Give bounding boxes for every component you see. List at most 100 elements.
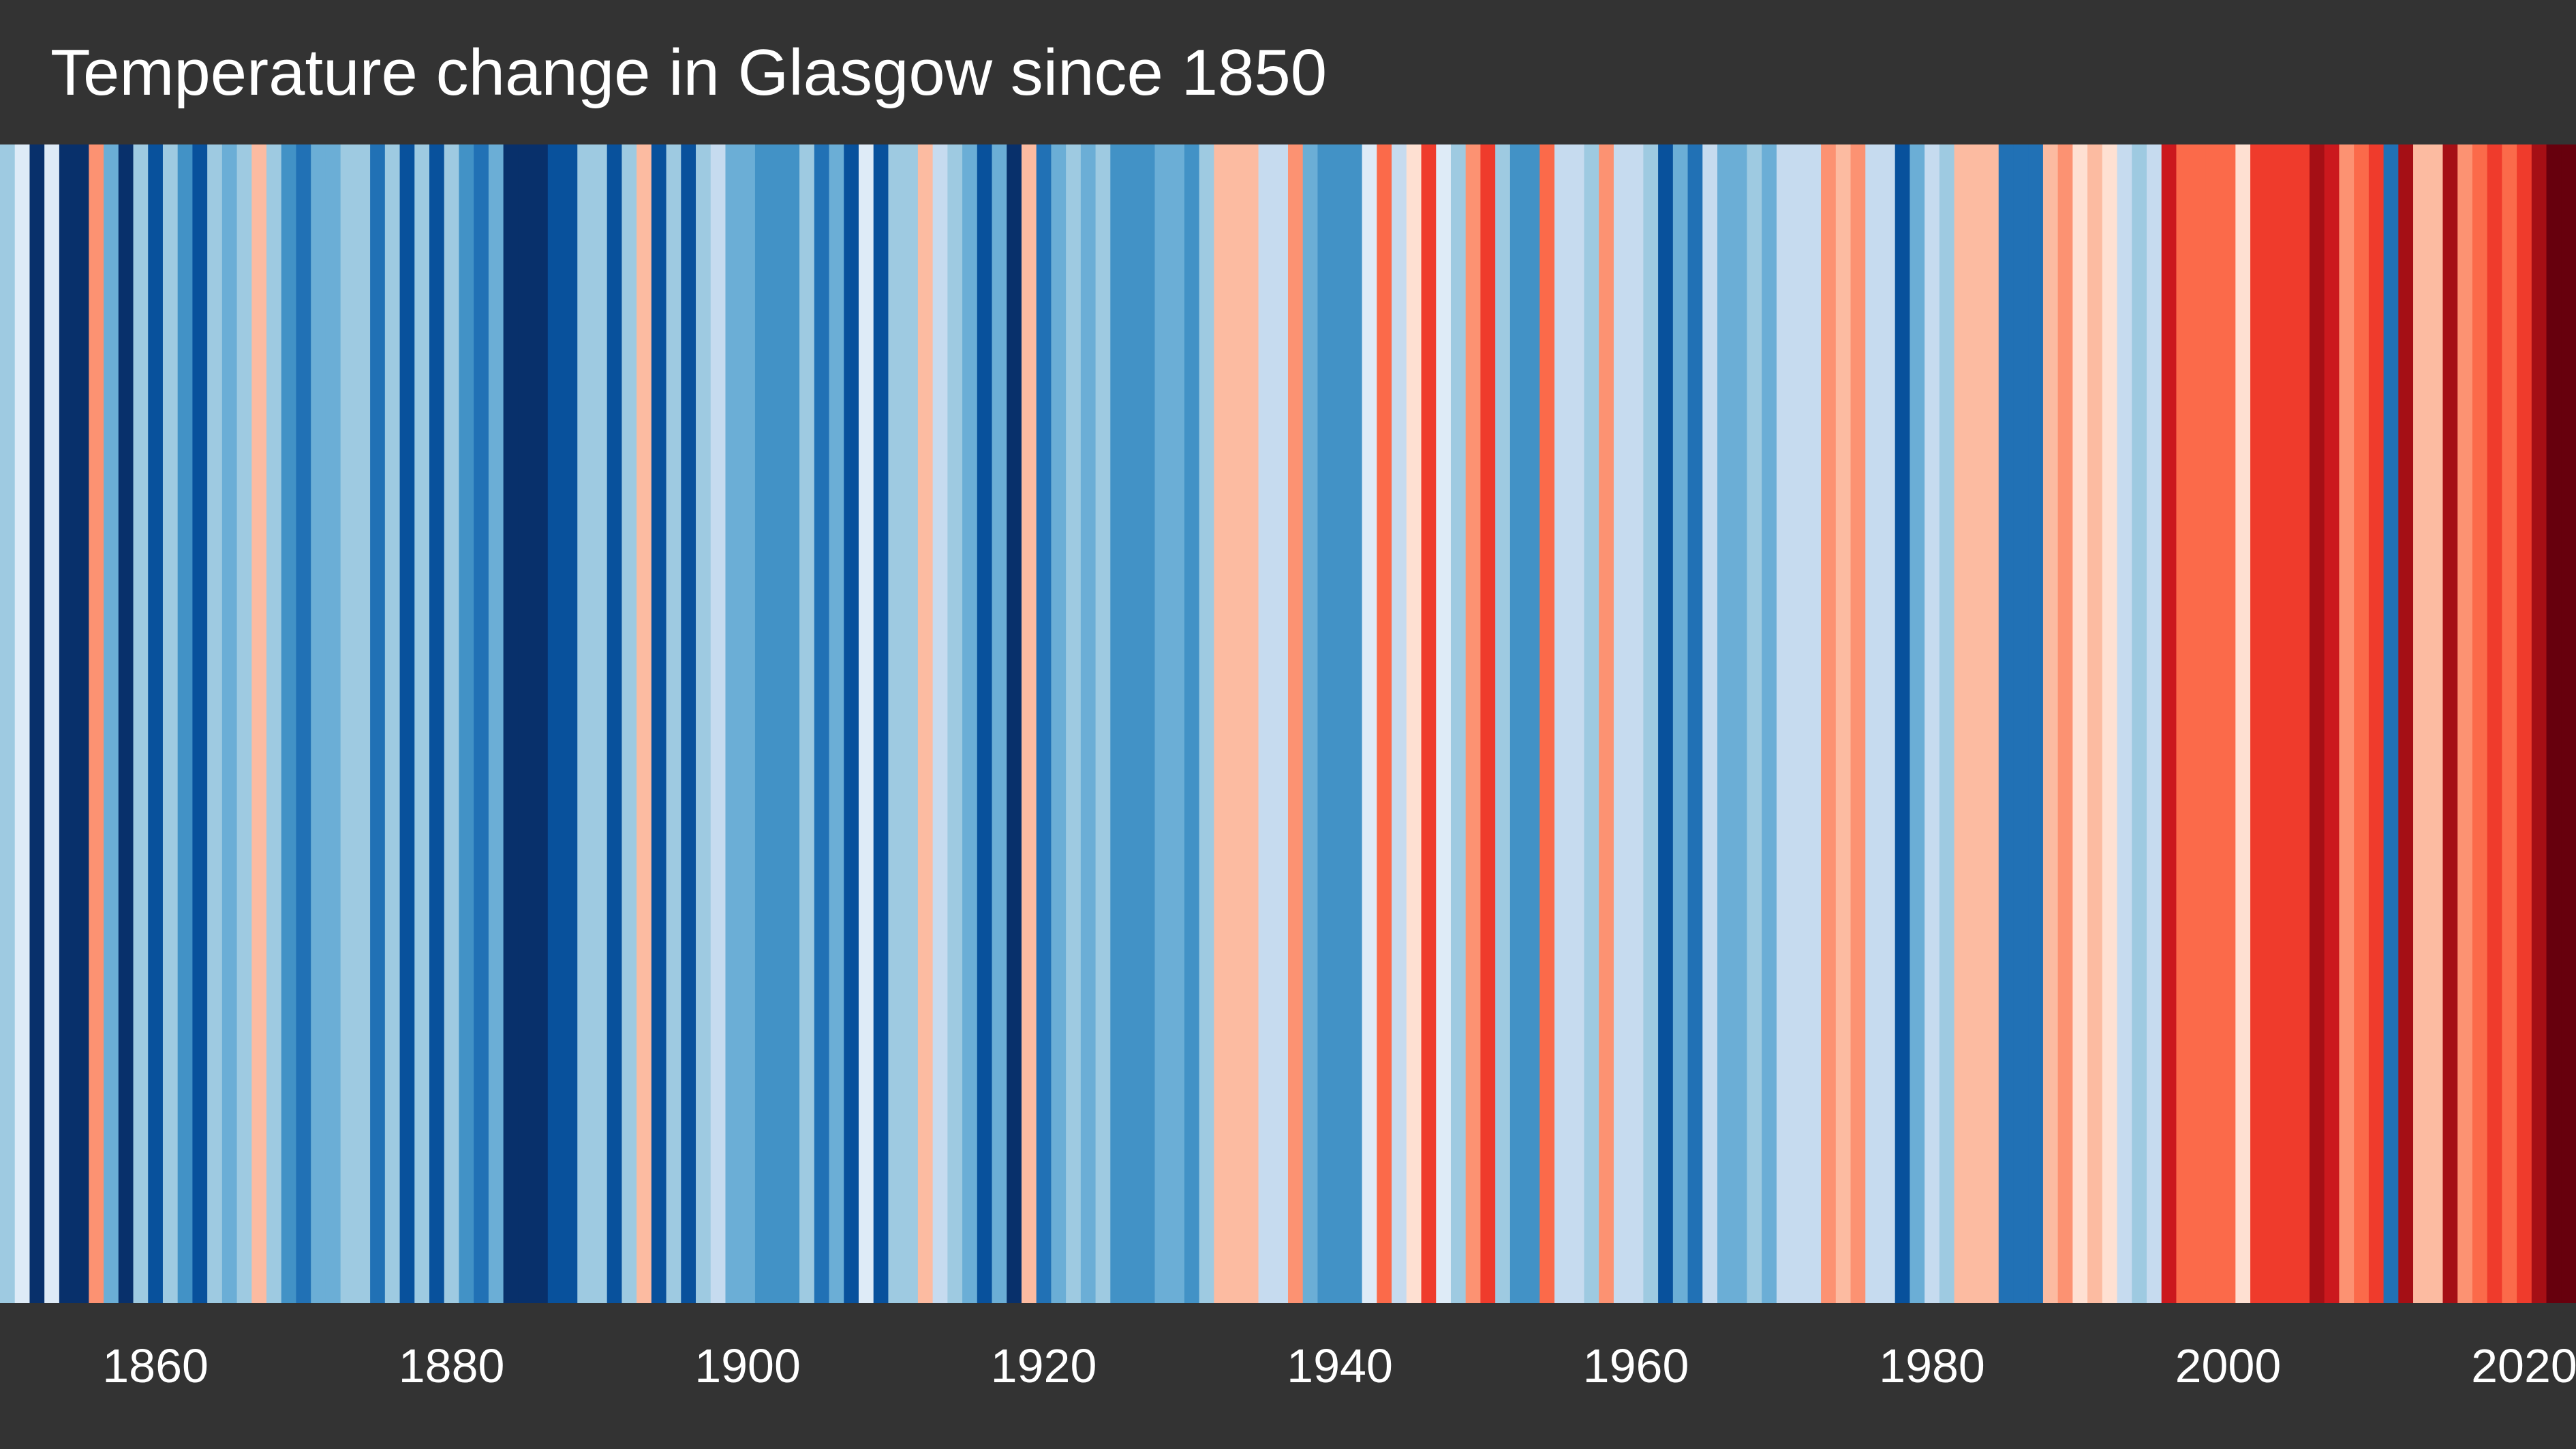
title-bar: Temperature change in Glasgow since 1850 [0,0,2576,144]
stripe-1969 [1762,144,1777,1303]
stripe-1889 [577,144,593,1303]
stripe-2014 [2427,144,2444,1303]
stripe-1923 [1080,144,1097,1303]
stripe-1868 [266,144,282,1303]
stripe-1900 [740,144,756,1303]
stripe-1935 [1258,144,1274,1303]
stripe-1877 [399,144,415,1303]
stripe-1857 [104,144,119,1303]
stripe-1875 [370,144,386,1303]
x-tick-label-1880: 1880 [398,1339,505,1392]
stripe-1902 [769,144,785,1303]
stripe-2001 [2235,144,2251,1303]
stripe-1987 [2028,144,2044,1303]
stripe-1910 [888,144,904,1303]
stripe-1937 [1288,144,1304,1303]
stripe-1990 [2072,144,2088,1303]
stripe-1852 [29,144,45,1303]
stripe-2003 [2265,144,2281,1303]
stripe-2010 [2368,144,2385,1303]
stripe-1883 [488,144,504,1303]
stripe-2013 [2413,144,2429,1303]
stripe-1948 [1450,144,1467,1303]
stripe-1943 [1377,144,1392,1303]
stripe-1963 [1672,144,1689,1303]
stripe-2007 [2324,144,2340,1303]
stripe-1911 [903,144,919,1303]
stripe-1869 [281,144,297,1303]
x-tick-label-1940: 1940 [1287,1339,1393,1392]
stripe-1894 [651,144,667,1303]
stripe-1908 [859,144,874,1303]
stripe-1971 [1791,144,1807,1303]
stripe-2002 [2250,144,2266,1303]
stripe-1949 [1465,144,1482,1303]
stripe-1970 [1776,144,1792,1303]
stripe-1861 [162,144,179,1303]
stripe-1854 [59,144,75,1303]
stripe-1891 [607,144,623,1303]
stripe-2022 [2546,144,2562,1303]
stripe-1853 [44,144,60,1303]
stripe-1973 [1821,144,1837,1303]
stripe-1991 [2087,144,2103,1303]
stripe-1916 [977,144,993,1303]
stripe-1981 [1939,144,1955,1303]
stripe-1896 [681,144,696,1303]
stripe-1864 [207,144,223,1303]
stripe-1930 [1184,144,1200,1303]
stripe-2021 [2531,144,2547,1303]
stripe-1892 [622,144,637,1303]
stripe-1866 [236,144,252,1303]
stripe-1933 [1229,144,1244,1303]
stripe-1893 [637,144,652,1303]
stripe-1986 [2013,144,2029,1303]
stripe-1884 [503,144,519,1303]
stripe-1940 [1332,144,1348,1303]
stripe-2023 [2561,144,2576,1303]
stripe-1934 [1243,144,1259,1303]
stripe-1925 [1110,144,1126,1303]
stripe-1998 [2191,144,2207,1303]
stripe-1922 [1066,144,1082,1303]
stripe-1953 [1524,144,1540,1303]
stripe-1921 [1051,144,1067,1303]
x-tick-label-1920: 1920 [990,1339,1097,1392]
stripe-1858 [118,144,134,1303]
stripe-1870 [296,144,311,1303]
stripe-1920 [1036,144,1052,1303]
x-tick-label-1980: 1980 [1879,1339,1985,1392]
stripe-1917 [992,144,1007,1303]
stripe-1941 [1347,144,1363,1303]
stripe-1897 [696,144,711,1303]
stripe-2004 [2280,144,2295,1303]
stripe-1856 [89,144,104,1303]
stripe-1983 [1969,144,1984,1303]
stripe-1899 [725,144,741,1303]
stripe-1865 [221,144,238,1303]
stripe-1938 [1302,144,1319,1303]
stripe-1927 [1139,144,1156,1303]
stripe-1967 [1732,144,1748,1303]
stripe-1959 [1613,144,1629,1303]
stripe-1919 [1021,144,1037,1303]
stripe-1936 [1273,144,1289,1303]
stripe-1999 [2205,144,2222,1303]
stripe-1939 [1317,144,1333,1303]
stripe-2016 [2457,144,2473,1303]
stripe-2017 [2472,144,2488,1303]
stripe-2008 [2339,144,2355,1303]
stripe-1931 [1199,144,1214,1303]
stripe-1942 [1362,144,1377,1303]
stripe-1882 [474,144,489,1303]
stripe-1958 [1599,144,1614,1303]
stripe-1988 [2042,144,2059,1303]
stripe-2006 [2309,144,2325,1303]
stripe-2011 [2383,144,2399,1303]
stripe-1950 [1480,144,1496,1303]
stripe-2005 [2295,144,2310,1303]
x-axis: 1860 1880 1900 1920 1940 1960 1980 2000 2020 [0,1303,2576,1449]
stripe-2012 [2398,144,2414,1303]
stripe-1901 [754,144,771,1303]
stripe-1945 [1406,144,1422,1303]
